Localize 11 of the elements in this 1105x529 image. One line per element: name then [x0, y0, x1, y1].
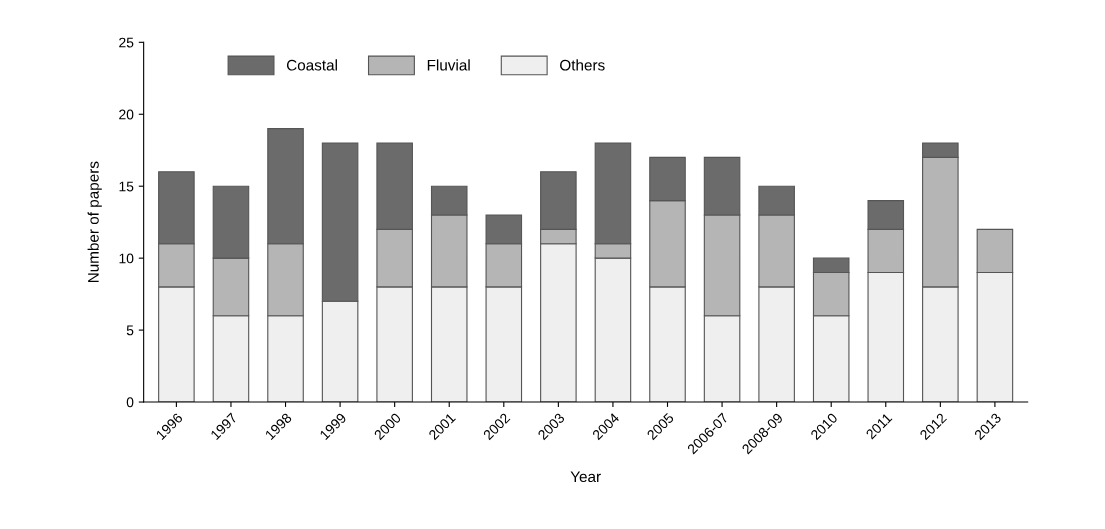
legend-label: Coastal	[286, 59, 337, 71]
y-axis-title: Number of papers	[87, 161, 102, 283]
y-tick-label: 0	[126, 397, 134, 408]
legend-label: Others	[560, 59, 605, 71]
x-axis-title: Year	[570, 471, 601, 483]
y-tick-label: 5	[126, 325, 134, 336]
y-tick-label: 25	[119, 37, 134, 48]
y-tick-label: 20	[119, 109, 134, 120]
y-tick-label: 15	[119, 181, 134, 192]
legend-label: Fluvial	[427, 59, 470, 71]
y-tick-label: 10	[119, 253, 134, 264]
